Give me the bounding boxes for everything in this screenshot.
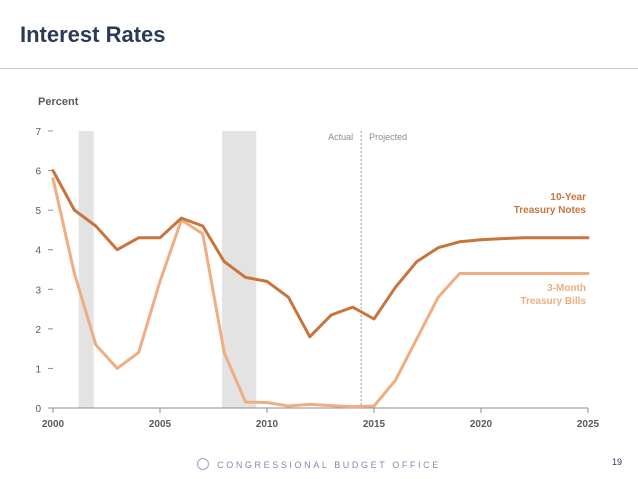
actual-projected-divider: Actual Projected <box>328 131 407 408</box>
x-tick-label: 2020 <box>470 419 493 430</box>
projected-label: Projected <box>369 132 407 142</box>
x-tick-label: 2010 <box>256 419 279 430</box>
three-month-series-label-line-2: Treasury Bills <box>520 296 586 307</box>
recession-band-2 <box>222 131 257 408</box>
page-number: 19 <box>611 457 622 467</box>
y-axis-title: Percent <box>38 96 79 108</box>
recession-band-1 <box>78 131 94 408</box>
axis-ticks: 0 1 2 3 4 5 6 7 2000 2005 2010 2015 2020 2025 <box>35 127 599 430</box>
footer: CONGRESSIONAL BUDGET OFFICE <box>0 458 638 470</box>
y-tick-label: 2 <box>35 325 41 336</box>
ten-year-series-label-line-2: Treasury Notes <box>514 205 587 216</box>
title-divider <box>0 68 638 69</box>
x-tick-label: 2015 <box>363 419 386 430</box>
footer-text: CONGRESSIONAL BUDGET OFFICE <box>217 460 441 470</box>
cbo-seal-icon <box>197 458 210 470</box>
y-tick-label: 3 <box>35 285 41 296</box>
x-tick-label: 2025 <box>577 419 600 430</box>
y-tick-label: 6 <box>35 167 41 178</box>
y-tick-label: 4 <box>35 246 41 257</box>
actual-label: Actual <box>328 132 353 142</box>
y-tick-label: 5 <box>35 206 41 217</box>
y-tick-label: 1 <box>35 364 41 375</box>
series-lines: 10-Year Treasury Notes 3-Month Treasury Bil… <box>51 169 590 409</box>
x-tick-label: 2000 <box>42 419 65 430</box>
y-tick-label: 7 <box>35 127 41 138</box>
ten-year-series-label-line-1: 10-Year <box>550 192 586 203</box>
x-tick-label: 2005 <box>149 419 172 430</box>
slide-title: Interest Rates <box>20 22 166 47</box>
y-tick-label: 0 <box>35 404 41 415</box>
ten-year-line <box>51 169 590 339</box>
three-month-line <box>51 177 590 409</box>
three-month-series-label-line-1: 3-Month <box>547 283 586 294</box>
